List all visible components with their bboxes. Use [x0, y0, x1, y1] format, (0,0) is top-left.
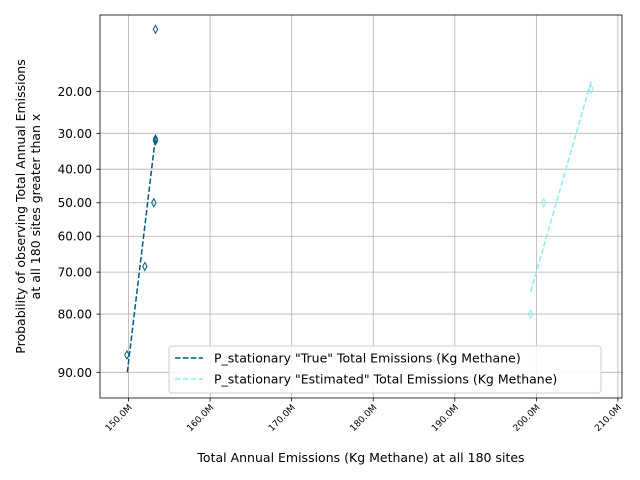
series-1-point — [124, 349, 130, 360]
y-tick-label: 20.00 — [58, 85, 92, 99]
x-tick-label: 170.0M — [267, 403, 298, 434]
series-1 — [124, 24, 159, 373]
legend-entry-label: P_stationary "True" Total Emissions (Kg … — [214, 351, 521, 366]
y-tick-label: 60.00 — [58, 230, 92, 244]
y-tick-label: 40.00 — [58, 163, 92, 177]
y-tick-label: 50.00 — [58, 196, 92, 210]
series-2-point — [540, 197, 547, 208]
x-tick-label: 190.0M — [430, 403, 461, 434]
series-1-point — [151, 197, 157, 208]
grid-lines — [100, 15, 622, 398]
plot-area-frame — [99, 14, 623, 399]
y-tick-label: 80.00 — [58, 308, 92, 322]
series-1-point — [152, 24, 159, 35]
x-tick-label: 150.0M — [104, 403, 135, 434]
y-axis-ticks: 20.00 30.00 40.00 50.00 60.00 70.00 80.00 90.00 — [58, 85, 100, 380]
series-layer — [124, 24, 594, 373]
y-tick-label: 90.00 — [58, 366, 92, 380]
x-axis-ticks: 150.0M 160.0M 170.0M 180.0M 190.0M 200.0M 210.… — [104, 398, 624, 434]
series-1-point — [142, 261, 148, 272]
series-2-point — [588, 83, 594, 95]
series-2-fit-line — [529, 78, 593, 293]
series-1-fit-line — [126, 137, 157, 373]
x-tick-label: 200.0M — [512, 403, 543, 434]
series-1-point — [152, 135, 159, 146]
legend-entry-label: P_stationary "Estimated" Total Emissions… — [214, 372, 557, 387]
x-tick-label: 210.0M — [593, 403, 624, 434]
series-2-point — [527, 309, 534, 320]
y-axis-label-line-2: at all 180 sites greater than x — [28, 114, 43, 300]
y-axis-label-line-1: Probability of observing Total Annual Em… — [13, 59, 28, 353]
x-axis-label: Total Annual Emissions (Kg Methane) at a… — [196, 450, 524, 465]
series-2 — [527, 78, 594, 320]
legend: P_stationary "True" Total Emissions (Kg … — [168, 345, 602, 394]
x-tick-label: 180.0M — [349, 403, 380, 434]
y-tick-label: 70.00 — [58, 266, 92, 280]
x-tick-label: 160.0M — [185, 403, 216, 434]
legend-box — [168, 345, 602, 394]
series-1-point — [152, 133, 159, 145]
y-tick-label: 30.00 — [58, 127, 92, 141]
